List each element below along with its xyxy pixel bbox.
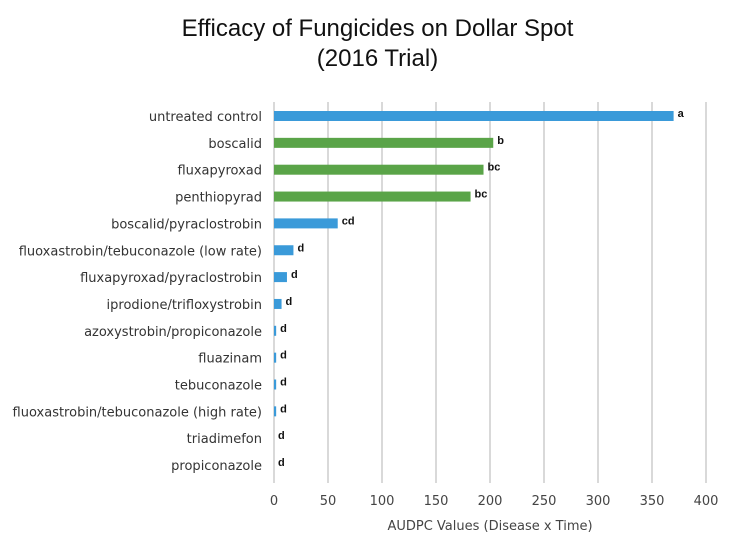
category-label: fluoxastrobin/tebuconazole (low rate) [19, 244, 262, 259]
significance-label: d [297, 242, 304, 254]
x-tick-label: 50 [320, 494, 337, 509]
category-label: penthiopyrad [175, 191, 262, 206]
significance-label: d [280, 377, 287, 389]
x-tick-labels: 0 50 100 150 200 250 300 350 400 [270, 494, 719, 509]
x-tick-label: 200 [478, 494, 503, 509]
significance-labels: a b bc bc cd d d d d d d d d d [278, 108, 685, 469]
category-label: fluazinam [198, 352, 262, 367]
bar [274, 325, 277, 336]
gridlines [273, 102, 707, 483]
bar [274, 111, 674, 121]
bar [274, 218, 338, 229]
x-tick-label: 400 [694, 494, 719, 509]
significance-label: d [280, 350, 287, 362]
category-label: fluxapyroxad/pyraclostrobin [80, 271, 262, 286]
significance-label: bc [488, 162, 501, 174]
bar [274, 245, 294, 256]
x-axis-title: AUDPC Values (Disease x Time) [387, 519, 592, 534]
bar [274, 379, 277, 390]
category-label: boscalid [208, 137, 262, 152]
significance-label: a [678, 108, 685, 120]
significance-label: b [497, 135, 504, 147]
chart-title: Efficacy of Fungicides on Dollar Spot [181, 15, 574, 42]
bar [274, 137, 494, 148]
x-tick-label: 150 [424, 494, 449, 509]
significance-label: cd [342, 215, 355, 227]
significance-label: d [278, 457, 285, 469]
bar [274, 191, 471, 202]
category-label: fluoxastrobin/tebuconazole (high rate) [13, 405, 262, 420]
category-label: iprodione/trifloxystrobin [107, 298, 262, 313]
x-tick-label: 100 [370, 494, 395, 509]
category-label: propiconazole [171, 459, 262, 474]
bar [274, 272, 287, 283]
x-tick-label: 250 [532, 494, 557, 509]
x-tick-label: 0 [270, 494, 278, 509]
category-label: tebuconazole [175, 379, 262, 394]
chart-title-block: Efficacy of Fungicides on Dollar Spot (2… [0, 14, 747, 74]
significance-label: d [280, 323, 287, 335]
bars [274, 111, 674, 417]
significance-label: d [278, 430, 285, 442]
x-tick-label: 300 [586, 494, 611, 509]
significance-label: d [291, 269, 298, 281]
bar [274, 352, 277, 363]
x-tick-label: 350 [640, 494, 665, 509]
chart-subtitle: (2016 Trial) [316, 45, 439, 72]
category-label: untreated control [149, 110, 262, 125]
significance-label: d [280, 403, 287, 415]
significance-label: bc [475, 189, 488, 201]
category-label: fluxapyroxad [177, 164, 262, 179]
category-label: azoxystrobin/propiconazole [84, 325, 262, 340]
bar [274, 164, 484, 175]
category-label: boscalid/pyraclostrobin [111, 217, 262, 232]
bar [274, 298, 282, 309]
category-label: triadimefon [187, 432, 262, 447]
bar [274, 406, 277, 417]
significance-label: d [286, 296, 293, 308]
category-labels: untreated control boscalid fluxapyroxad pen… [13, 110, 262, 474]
